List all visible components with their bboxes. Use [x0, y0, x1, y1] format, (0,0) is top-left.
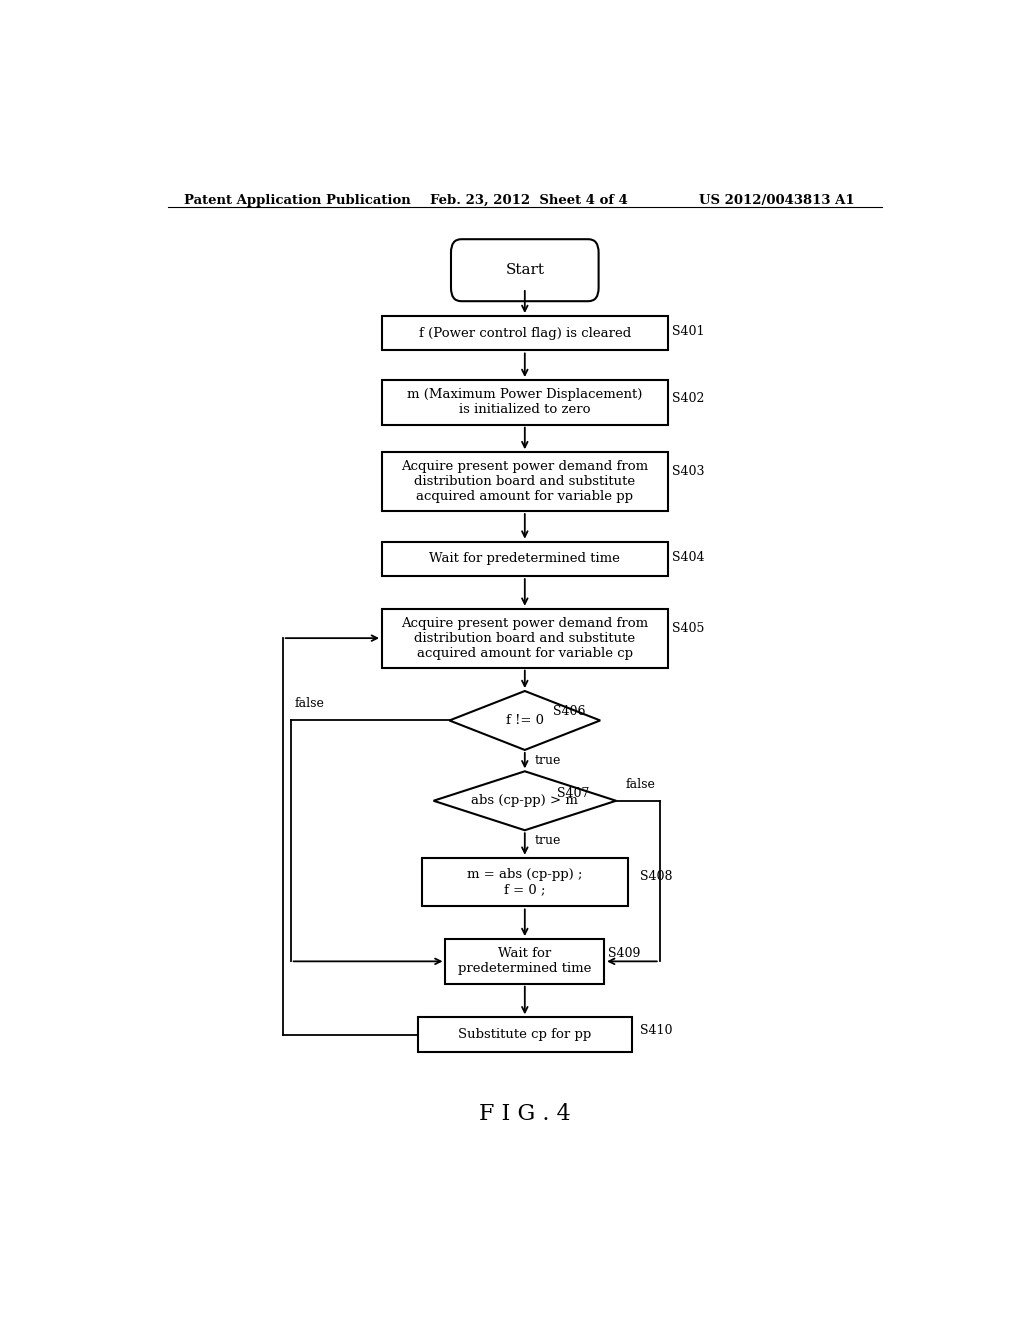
Text: S402: S402: [672, 392, 703, 405]
Text: US 2012/0043813 A1: US 2012/0043813 A1: [699, 194, 855, 207]
Text: m = abs (cp-pp) ;
f = 0 ;: m = abs (cp-pp) ; f = 0 ;: [467, 869, 583, 896]
Text: true: true: [535, 754, 561, 767]
Bar: [418, 1018, 632, 1052]
Text: S408: S408: [640, 870, 673, 883]
Bar: [382, 380, 668, 425]
Bar: [382, 541, 668, 576]
Text: S407: S407: [557, 787, 589, 800]
Text: false: false: [295, 697, 325, 710]
Text: true: true: [535, 834, 561, 847]
Text: S405: S405: [672, 622, 703, 635]
Text: F I G . 4: F I G . 4: [479, 1102, 570, 1125]
Text: S404: S404: [672, 550, 705, 564]
Text: Acquire present power demand from
distribution board and substitute
acquired amo: Acquire present power demand from distri…: [401, 461, 648, 503]
Text: abs (cp-pp) > m: abs (cp-pp) > m: [471, 795, 579, 808]
Text: Acquire present power demand from
distribution board and substitute
acquired amo: Acquire present power demand from distri…: [401, 616, 648, 660]
Bar: [382, 453, 668, 511]
Bar: [422, 858, 628, 907]
Text: m (Maximum Power Displacement)
is initialized to zero: m (Maximum Power Displacement) is initia…: [408, 388, 642, 416]
FancyBboxPatch shape: [451, 239, 599, 301]
Text: f != 0: f != 0: [506, 714, 544, 727]
Polygon shape: [450, 690, 600, 750]
Bar: [382, 609, 668, 668]
Text: false: false: [626, 777, 655, 791]
Text: Feb. 23, 2012  Sheet 4 of 4: Feb. 23, 2012 Sheet 4 of 4: [430, 194, 628, 207]
Text: Wait for
predetermined time: Wait for predetermined time: [458, 948, 592, 975]
Text: S409: S409: [608, 948, 640, 960]
Text: S410: S410: [640, 1024, 673, 1038]
Text: S403: S403: [672, 466, 705, 478]
Text: f (Power control flag) is cleared: f (Power control flag) is cleared: [419, 327, 631, 339]
Text: Substitute cp for pp: Substitute cp for pp: [458, 1028, 592, 1041]
Polygon shape: [433, 771, 616, 830]
Bar: [445, 939, 604, 983]
Text: S401: S401: [672, 325, 705, 338]
Text: Patent Application Publication: Patent Application Publication: [183, 194, 411, 207]
Text: Start: Start: [505, 263, 545, 277]
Text: Wait for predetermined time: Wait for predetermined time: [429, 552, 621, 565]
Text: S406: S406: [553, 705, 585, 718]
Bar: [382, 315, 668, 351]
